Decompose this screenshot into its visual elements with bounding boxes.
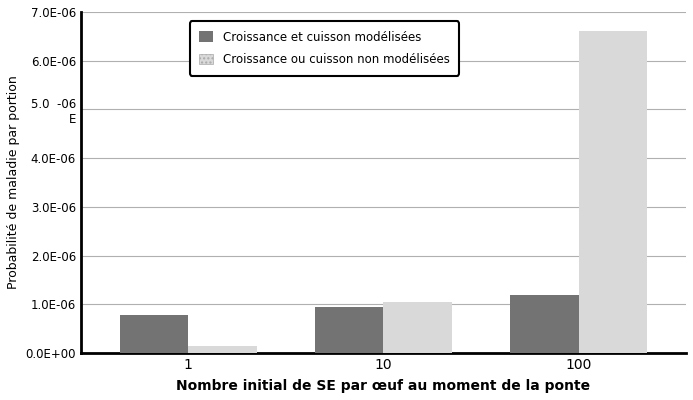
Y-axis label: Probabilité de maladie par portion: Probabilité de maladie par portion bbox=[7, 76, 20, 290]
Bar bbox=[579, 32, 647, 353]
X-axis label: Nombre initial de SE par œuf au moment de la ponte: Nombre initial de SE par œuf au moment d… bbox=[177, 379, 590, 393]
Bar bbox=[120, 315, 188, 353]
Legend: Croissance et cuisson modélisées, Croissance ou cuisson non modélisées: Croissance et cuisson modélisées, Croiss… bbox=[190, 21, 459, 76]
Bar bbox=[188, 346, 256, 353]
Bar bbox=[383, 302, 452, 353]
Bar bbox=[315, 307, 383, 353]
Bar bbox=[510, 295, 579, 353]
